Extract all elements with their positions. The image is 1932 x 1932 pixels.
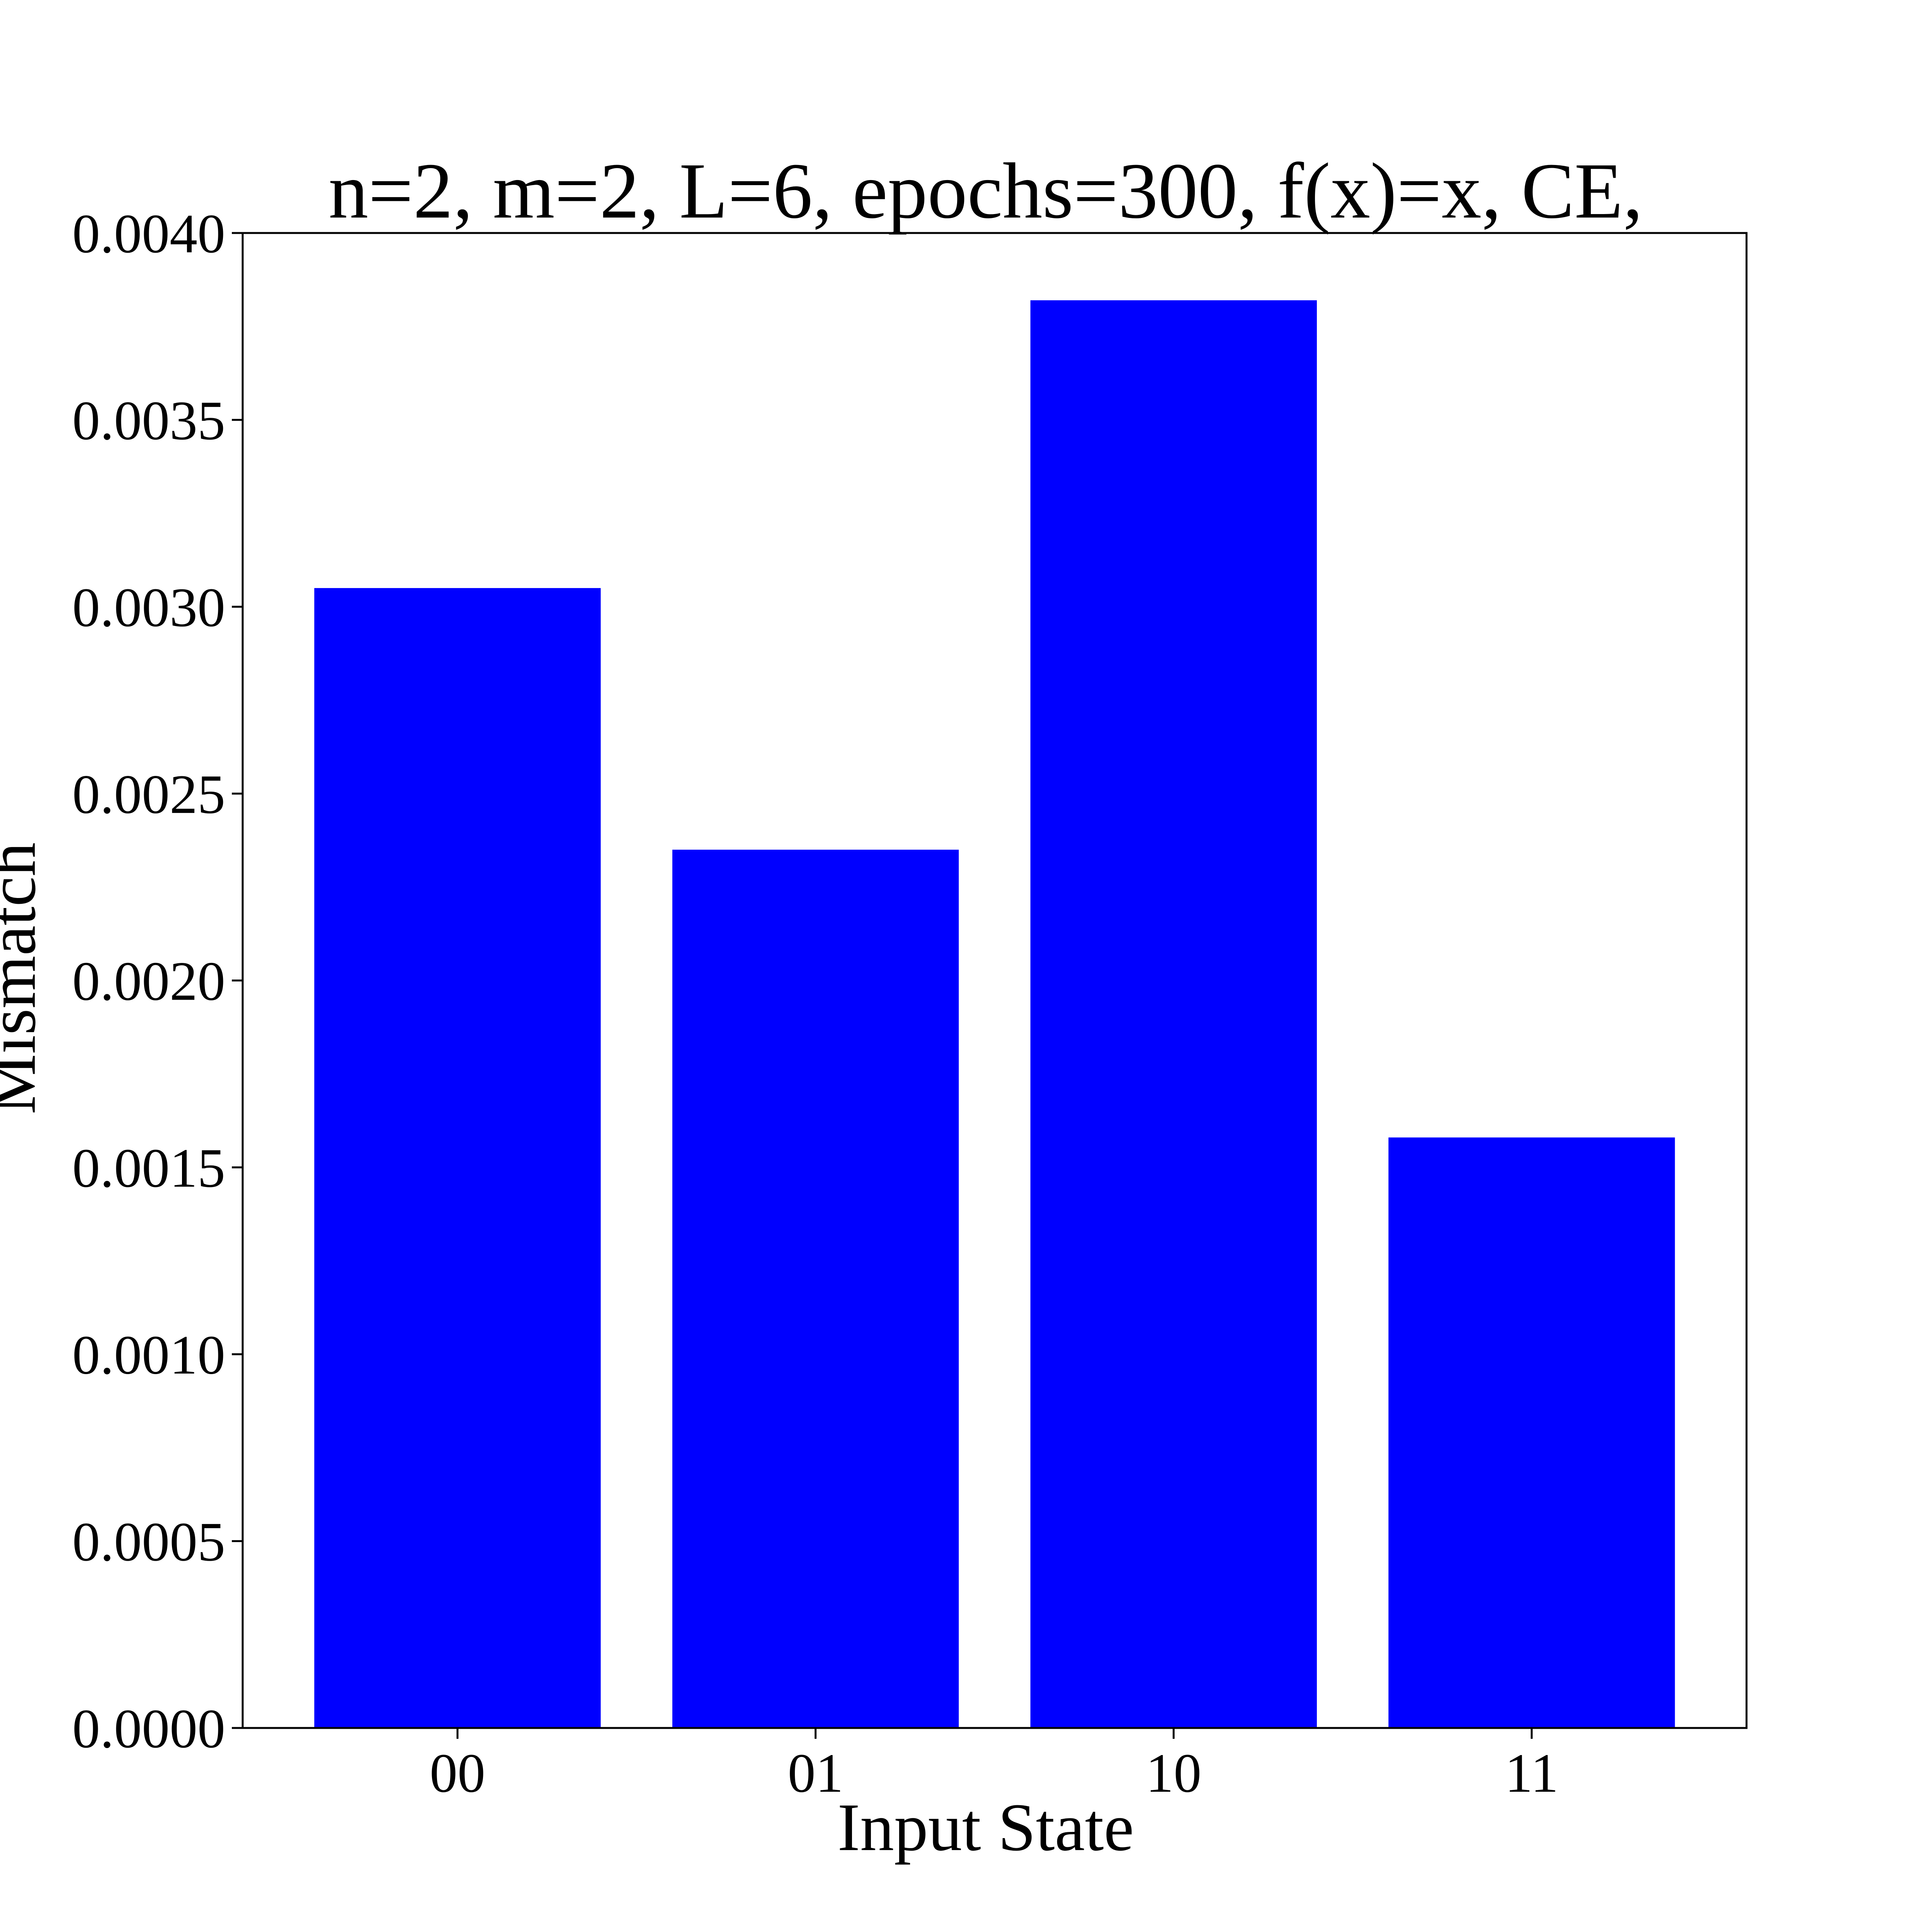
bar-10 (1030, 300, 1317, 1728)
y-tick-label: 0.0010 (72, 1325, 225, 1386)
y-tick-label: 0.0035 (72, 390, 225, 452)
x-tick-label: 00 (430, 1743, 485, 1804)
bars-layer (314, 300, 1675, 1728)
bar-00 (314, 588, 601, 1728)
y-tick-label: 0.0000 (72, 1698, 225, 1760)
y-tick-label: 0.0020 (72, 951, 225, 1012)
bar-11 (1388, 1137, 1675, 1728)
bar-01 (672, 849, 959, 1728)
y-tick-label: 0.0040 (72, 203, 225, 265)
y-axis-title: Mismatch (0, 842, 50, 1114)
y-tick-label: 0.0025 (72, 764, 225, 825)
y-tick-label: 0.0005 (72, 1511, 225, 1573)
chart-title: n=2, m=2, L=6, epochs=300, f(x)=x, CE, (328, 146, 1643, 235)
y-tick-label: 0.0030 (72, 577, 225, 638)
x-axis: 00 01 10 11 (430, 1728, 1558, 1804)
x-tick-label: 01 (788, 1743, 844, 1804)
y-axis: 0.0000 0.0005 0.0010 0.0015 0.0020 0.0025 0.00… (72, 203, 243, 1760)
x-tick-label: 11 (1505, 1743, 1559, 1804)
y-tick-label: 0.0015 (72, 1138, 225, 1199)
x-tick-label: 10 (1146, 1743, 1201, 1804)
x-axis-title: Input State (837, 1790, 1134, 1865)
